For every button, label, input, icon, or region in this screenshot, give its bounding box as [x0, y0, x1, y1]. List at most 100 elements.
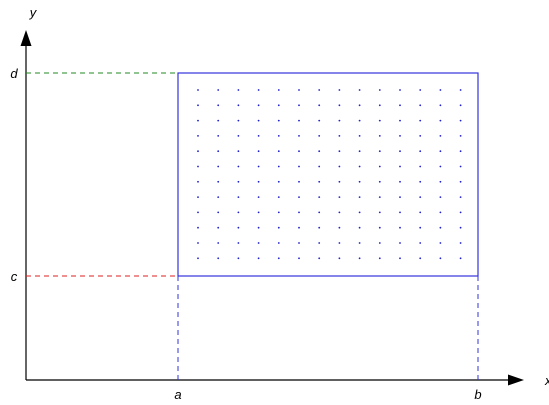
sample-point — [298, 119, 300, 122]
sample-point — [338, 150, 341, 153]
sample-point — [459, 226, 462, 229]
x-axis-arrowhead — [508, 374, 524, 386]
sample-point — [338, 211, 341, 214]
sample-point — [217, 135, 220, 137]
sample-point — [459, 135, 462, 137]
sample-point — [338, 119, 341, 122]
sample-point — [459, 119, 462, 122]
sample-point — [419, 165, 422, 168]
sample-point — [399, 150, 401, 153]
sample-point — [358, 257, 361, 260]
sample-point — [217, 257, 220, 260]
sample-point — [237, 135, 240, 137]
sample-point — [277, 150, 280, 153]
sample-point — [277, 165, 280, 168]
sample-point — [197, 180, 199, 183]
sample-point — [277, 211, 280, 214]
sample-point — [298, 150, 300, 153]
tick-label-c: c — [11, 269, 18, 284]
sample-point — [257, 226, 260, 229]
sample-point — [257, 257, 260, 260]
sample-point — [419, 211, 422, 214]
sample-point — [459, 89, 462, 91]
sample-point — [419, 135, 422, 137]
sample-point — [439, 135, 442, 137]
sample-point — [217, 104, 220, 107]
sample-point — [378, 226, 381, 229]
sample-point — [399, 180, 401, 183]
sample-point — [358, 119, 361, 122]
sample-point — [197, 226, 199, 229]
sample-point — [237, 104, 240, 107]
y-axis-arrowhead — [20, 30, 32, 46]
sample-point — [378, 242, 381, 244]
sample-point — [298, 180, 300, 183]
sample-point — [378, 89, 381, 91]
tick-label-a: a — [174, 387, 181, 402]
sample-point — [318, 135, 321, 137]
x-axis-label: x — [544, 373, 549, 388]
sample-point — [277, 180, 280, 183]
sample-point — [459, 242, 462, 244]
sample-point — [399, 104, 401, 107]
sample-point — [237, 89, 240, 91]
sample-point — [277, 242, 280, 244]
sample-point — [318, 89, 321, 91]
sample-point — [197, 165, 199, 168]
sample-point — [217, 119, 220, 122]
sample-point — [298, 135, 300, 137]
sample-point — [358, 89, 361, 91]
sample-point — [399, 242, 401, 244]
sample-point — [277, 135, 280, 137]
sample-point — [338, 104, 341, 107]
sample-point — [399, 257, 401, 260]
sample-point — [399, 211, 401, 214]
sample-point — [298, 257, 300, 260]
sample-point — [358, 180, 361, 183]
sample-point — [439, 165, 442, 168]
sample-point — [217, 211, 220, 214]
sample-point — [298, 226, 300, 229]
sample-point — [318, 119, 321, 122]
sample-point — [419, 196, 422, 199]
sample-point — [419, 89, 422, 91]
y-axis-label: y — [29, 5, 38, 20]
sample-point — [257, 89, 260, 91]
sample-point — [237, 257, 240, 260]
sample-point — [237, 242, 240, 244]
sample-point-grid — [197, 89, 462, 260]
sample-point — [459, 180, 462, 183]
sample-point — [358, 165, 361, 168]
sample-point — [237, 211, 240, 214]
sample-point — [217, 165, 220, 168]
sample-point — [419, 242, 422, 244]
tick-label-b: b — [474, 387, 481, 402]
sample-point — [399, 196, 401, 199]
sample-point — [378, 104, 381, 107]
sample-point — [237, 196, 240, 199]
sample-point — [459, 211, 462, 214]
sample-point — [217, 242, 220, 244]
sample-point — [358, 196, 361, 199]
sample-point — [439, 257, 442, 260]
sample-point — [399, 89, 401, 91]
sample-point — [237, 119, 240, 122]
sample-point — [318, 196, 321, 199]
sample-point — [197, 196, 199, 199]
sample-point — [277, 257, 280, 260]
sample-point — [277, 226, 280, 229]
sample-point — [298, 89, 300, 91]
sample-point — [197, 242, 199, 244]
sample-point — [318, 150, 321, 153]
sample-point — [257, 135, 260, 137]
sample-point — [298, 165, 300, 168]
sample-point — [237, 150, 240, 153]
sample-point — [439, 150, 442, 153]
sample-point — [298, 242, 300, 244]
sample-point — [277, 119, 280, 122]
sample-point — [378, 196, 381, 199]
sample-point — [257, 180, 260, 183]
sample-point — [358, 150, 361, 153]
sample-point — [217, 196, 220, 199]
